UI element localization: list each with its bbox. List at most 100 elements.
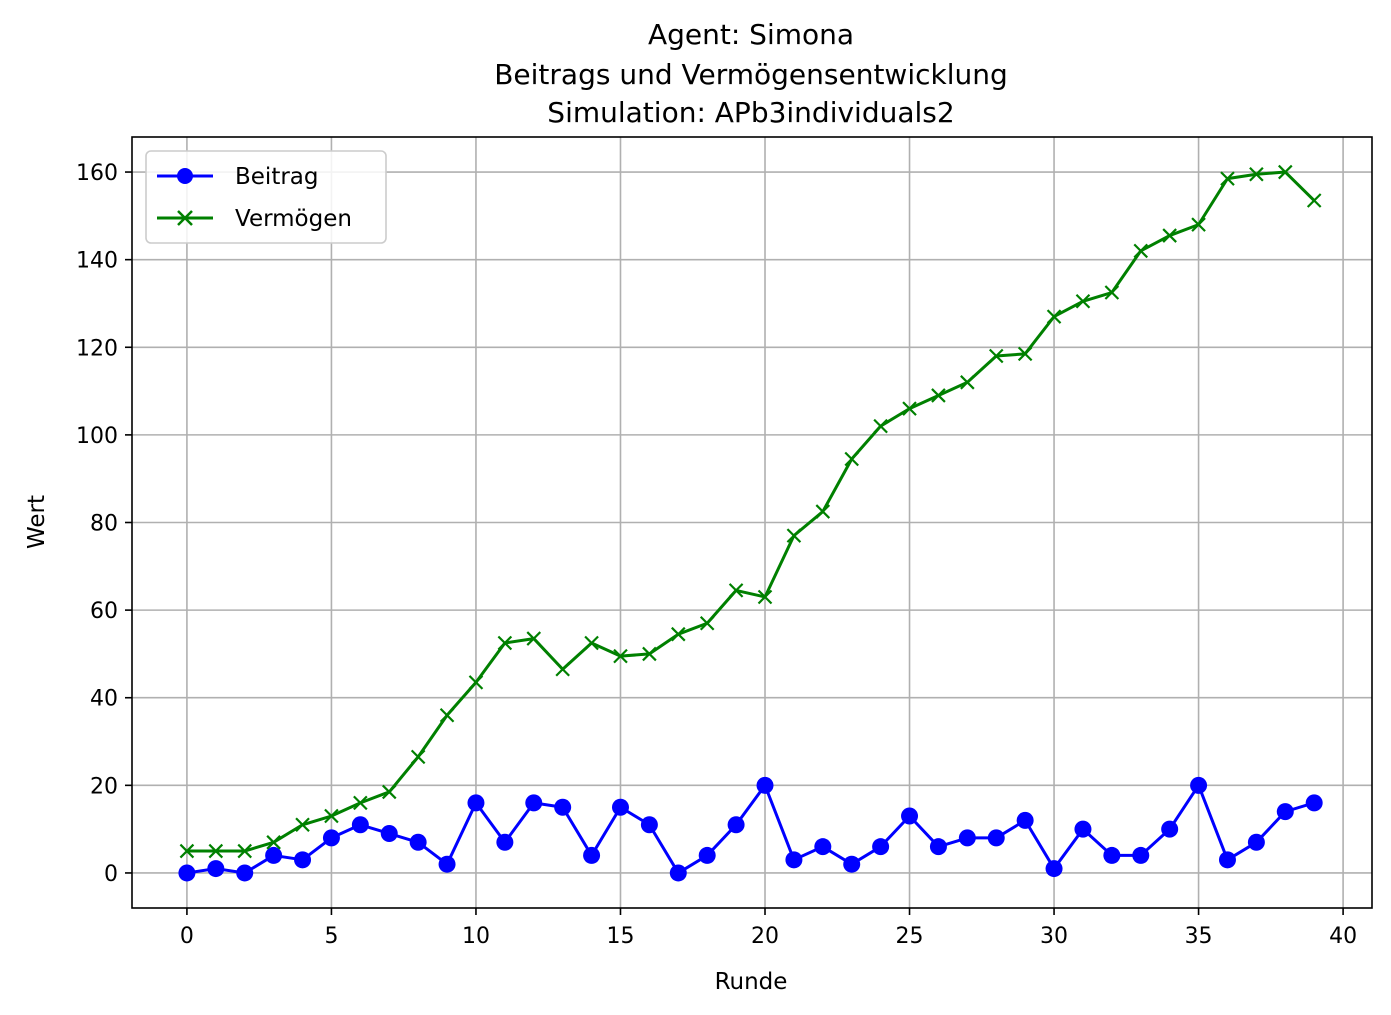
data-point-beitrag — [756, 776, 774, 794]
data-point-vermoegen — [960, 375, 975, 390]
data-point-beitrag — [1161, 820, 1179, 838]
x-tick-label: 0 — [180, 924, 194, 949]
y-tick-label: 100 — [76, 424, 118, 449]
data-point-beitrag — [843, 855, 861, 873]
legend-item-beitrag: Beitrag — [157, 164, 319, 190]
data-point-vermoegen — [295, 817, 310, 833]
data-point-beitrag — [698, 846, 716, 864]
y-tick-label: 120 — [76, 336, 118, 361]
data-point-vermoegen — [208, 843, 224, 859]
data-point-vermoegen — [902, 401, 917, 416]
x-tick-label: 5 — [324, 924, 338, 949]
legend-label-beitrag: Beitrag — [235, 164, 319, 190]
data-point-vermoegen — [555, 661, 570, 677]
data-point-beitrag — [1276, 803, 1294, 821]
data-point-beitrag — [322, 829, 340, 847]
data-point-vermoegen — [642, 646, 657, 662]
data-point-beitrag — [207, 860, 225, 878]
data-point-beitrag — [1190, 776, 1208, 794]
data-point-beitrag — [1218, 851, 1236, 869]
title-line-2: Beitrags und Vermögensentwicklung — [494, 58, 1008, 91]
series-vermoegen — [179, 164, 1322, 859]
y-tick-label: 0 — [104, 862, 118, 887]
y-tick-label: 80 — [90, 512, 118, 537]
data-point-beitrag — [785, 851, 803, 869]
data-point-beitrag — [409, 833, 427, 851]
legend: Beitrag Vermögen — [145, 150, 387, 244]
data-point-vermoegen — [728, 583, 744, 598]
data-point-beitrag — [1305, 794, 1323, 812]
x-tick-label: 20 — [751, 924, 779, 949]
data-point-vermoegen — [1249, 166, 1264, 182]
data-point-beitrag — [265, 846, 283, 864]
legend-marker-vermoegen — [177, 210, 193, 226]
series-beitrag — [178, 776, 1323, 882]
data-point-beitrag — [178, 864, 196, 882]
data-point-beitrag — [1045, 860, 1063, 878]
data-point-vermoegen — [584, 635, 599, 651]
data-point-vermoegen — [757, 589, 773, 605]
x-tick-label: 10 — [462, 924, 490, 949]
data-point-vermoegen — [237, 843, 253, 859]
data-point-vermoegen — [1220, 171, 1235, 186]
data-point-vermoegen — [815, 504, 831, 519]
data-point-vermoegen — [988, 348, 1004, 364]
data-point-vermoegen — [1046, 309, 1062, 324]
legend-box — [145, 150, 387, 244]
data-point-vermoegen — [1017, 346, 1033, 362]
data-point-beitrag — [640, 816, 658, 834]
data-point-vermoegen — [1075, 293, 1091, 309]
y-axis-label: Wert — [24, 495, 50, 549]
data-point-vermoegen — [497, 635, 513, 651]
data-point-beitrag — [669, 864, 687, 882]
data-point-beitrag — [901, 807, 919, 825]
data-point-beitrag — [438, 855, 456, 873]
data-point-vermoegen — [613, 648, 628, 664]
data-point-beitrag — [294, 851, 312, 869]
x-tick-label: 25 — [896, 924, 924, 949]
x-tick-label: 35 — [1185, 924, 1213, 949]
series-line-vermoegen — [186, 170, 1316, 853]
data-point-beitrag — [496, 833, 514, 851]
data-point-vermoegen — [410, 749, 426, 765]
data-point-beitrag — [467, 794, 485, 812]
data-point-vermoegen — [1162, 228, 1177, 243]
data-point-vermoegen — [786, 528, 802, 543]
data-point-vermoegen — [381, 784, 397, 800]
data-point-vermoegen — [526, 631, 542, 646]
data-point-beitrag — [351, 816, 369, 834]
y-tick-label: 60 — [90, 599, 118, 624]
grid — [132, 137, 1372, 908]
data-point-vermoegen — [873, 418, 888, 434]
data-point-beitrag — [814, 838, 832, 856]
data-point-beitrag — [1103, 846, 1121, 864]
x-axis: 0 5 10 15 20 25 30 35 40 — [180, 908, 1357, 949]
data-point-vermoegen — [1278, 164, 1293, 180]
x-tick-label: 40 — [1329, 924, 1357, 949]
data-point-vermoegen — [671, 626, 686, 642]
y-axis: 0 20 40 60 80 100 120 140 160 — [76, 161, 132, 887]
y-tick-label: 140 — [76, 249, 118, 274]
data-point-beitrag — [380, 825, 398, 843]
data-point-vermoegen — [844, 451, 859, 467]
data-point-beitrag — [958, 829, 976, 847]
x-tick-label: 15 — [606, 924, 634, 949]
data-point-vermoegen — [324, 808, 339, 824]
x-tick-label: 30 — [1040, 924, 1068, 949]
legend-marker-beitrag — [177, 168, 193, 184]
data-point-beitrag — [525, 794, 543, 812]
data-point-beitrag — [236, 864, 254, 882]
data-point-beitrag — [1132, 846, 1150, 864]
chart-title: Agent: Simona Beitrags und Vermögensentw… — [494, 18, 1008, 129]
data-point-vermoegen — [439, 707, 455, 723]
legend-item-vermoegen: Vermögen — [157, 206, 352, 232]
data-point-vermoegen — [1133, 243, 1149, 259]
data-point-beitrag — [1074, 820, 1092, 838]
data-point-beitrag — [1247, 833, 1265, 851]
data-point-beitrag — [611, 798, 629, 816]
title-line-1: Agent: Simona — [648, 18, 854, 51]
data-point-beitrag — [554, 798, 572, 816]
data-point-beitrag — [987, 829, 1005, 847]
data-point-vermoegen — [468, 675, 484, 690]
